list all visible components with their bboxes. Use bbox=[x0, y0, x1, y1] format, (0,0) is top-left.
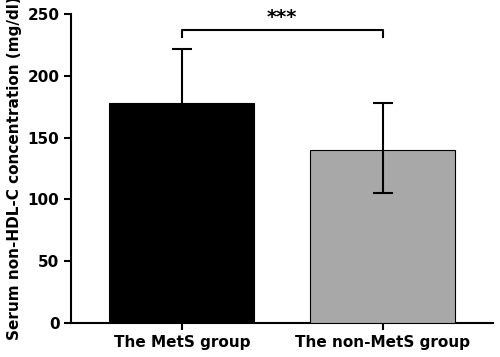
Y-axis label: Serum non-HDL-C concentration (mg/dl): Serum non-HDL-C concentration (mg/dl) bbox=[7, 0, 22, 341]
Text: ***: *** bbox=[267, 9, 298, 27]
Bar bbox=[110, 103, 254, 323]
Bar bbox=[310, 150, 455, 323]
